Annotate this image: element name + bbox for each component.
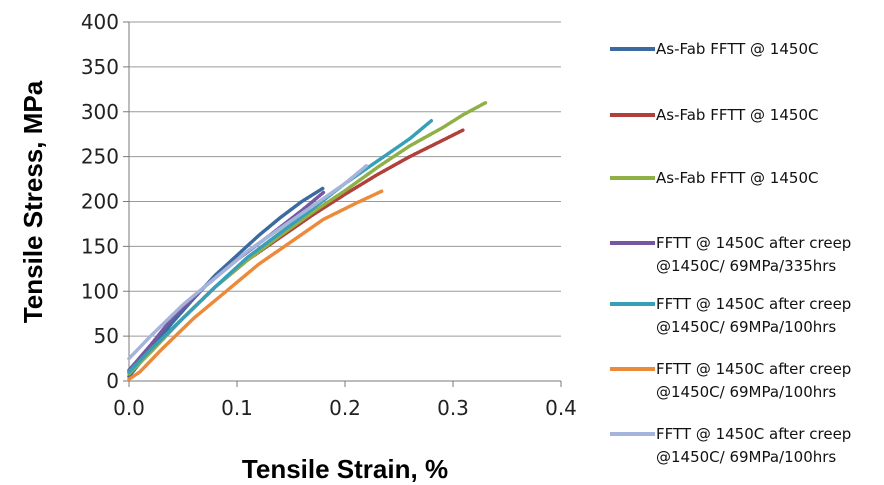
x-axis-title: Tensile Strain, % <box>242 454 448 484</box>
series-line-1 <box>127 186 326 379</box>
series-line-7 <box>127 163 369 361</box>
axes <box>128 22 561 382</box>
y-axis-title: Tensile Stress, MPa <box>18 80 48 323</box>
series-lines <box>127 101 488 381</box>
x-tick-labels: 0.0 0.1 0.2 0.3 0.4 <box>113 396 577 420</box>
gridlines <box>123 21 562 387</box>
legend: As-Fab FFTT @ 1450C As-Fab FFTT @ 1450C As… <box>610 40 851 466</box>
series-line-3 <box>127 101 488 376</box>
y-tick-label: 200 <box>81 190 119 214</box>
legend-label: As-Fab FFTT @ 1450C <box>656 169 818 187</box>
legend-label: @1450C/ 69MPa/335hrs <box>656 257 836 275</box>
legend-item: FFTT @ 1450C after creep @1450C/ 69MPa/10… <box>610 425 851 466</box>
legend-label: FFTT @ 1450C after creep <box>656 425 851 443</box>
legend-label: @1450C/ 69MPa/100hrs <box>656 448 836 466</box>
y-tick-label: 250 <box>81 145 119 169</box>
series-line-6 <box>127 188 385 381</box>
y-tick-label: 50 <box>94 324 119 348</box>
legend-label: @1450C/ 69MPa/100hrs <box>656 318 836 336</box>
legend-item: FFTT @ 1450C after creep @1450C/ 69MPa/10… <box>610 360 851 401</box>
y-tick-label: 0 <box>106 369 119 393</box>
legend-label: FFTT @ 1450C after creep <box>656 360 851 378</box>
legend-item: FFTT @ 1450C after creep @1450C/ 69MPa/10… <box>610 295 851 336</box>
x-tick-label: 0.0 <box>113 396 145 420</box>
series-line-5 <box>127 118 434 374</box>
legend-item: As-Fab FFTT @ 1450C <box>610 106 818 124</box>
y-tick-label: 100 <box>81 279 119 303</box>
y-tick-labels: 0 50 100 150 200 250 300 350 400 <box>81 10 119 393</box>
legend-item: FFTT @ 1450C after creep @1450C/ 69MPa/33… <box>610 234 851 275</box>
x-tick-label: 0.4 <box>545 396 577 420</box>
y-tick-label: 350 <box>81 55 119 79</box>
legend-label: As-Fab FFTT @ 1450C <box>656 106 818 124</box>
y-tick-label: 150 <box>81 234 119 258</box>
legend-item: As-Fab FFTT @ 1450C <box>610 40 818 58</box>
legend-label: FFTT @ 1450C after creep <box>656 234 851 252</box>
legend-label: @1450C/ 69MPa/100hrs <box>656 383 836 401</box>
x-tick-label: 0.2 <box>329 396 361 420</box>
legend-item: As-Fab FFTT @ 1450C <box>610 169 818 187</box>
legend-label: FFTT @ 1450C after creep <box>656 295 851 313</box>
y-tick-label: 300 <box>81 100 119 124</box>
x-tick-label: 0.3 <box>437 396 469 420</box>
x-tick-label: 0.1 <box>221 396 253 420</box>
legend-label: As-Fab FFTT @ 1450C <box>656 40 818 58</box>
y-tick-label: 400 <box>81 10 119 34</box>
